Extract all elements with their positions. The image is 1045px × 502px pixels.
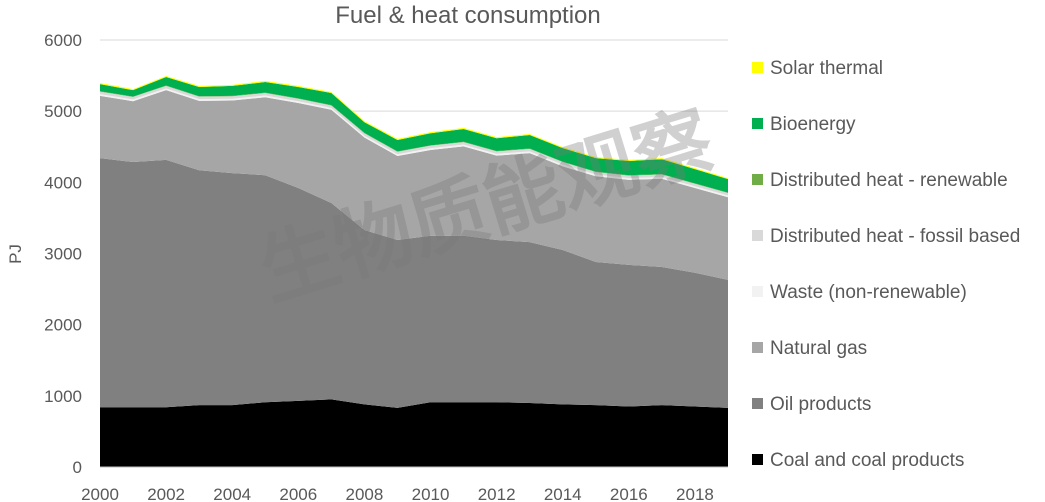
y-tick-label: 3000: [44, 245, 82, 264]
legend-label: Distributed heat - renewable: [770, 170, 1008, 191]
y-tick-label: 4000: [44, 173, 82, 192]
legend-label: Oil products: [770, 394, 871, 415]
legend-swatch: [752, 230, 763, 241]
y-axis-label: PJ: [6, 244, 25, 264]
legend-label: Bioenergy: [770, 114, 856, 135]
area-bioenergy: [100, 77, 728, 193]
y-tick-label: 6000: [44, 31, 82, 50]
y-tick-label: 0: [73, 458, 82, 477]
legend-item: Oil products: [752, 394, 871, 415]
x-tick-label: 2002: [147, 485, 185, 502]
x-tick-label: 2014: [544, 485, 582, 502]
legend-swatch: [752, 62, 763, 73]
legend-label: Distributed heat - fossil based: [770, 226, 1020, 247]
legend-label: Coal and coal products: [770, 450, 964, 471]
legend-item: Coal and coal products: [752, 450, 964, 471]
area-natural-gas: [100, 90, 728, 280]
legend-item: Natural gas: [752, 338, 867, 359]
legend-item: Distributed heat - renewable: [752, 170, 1008, 191]
x-tick-label: 2016: [610, 485, 648, 502]
x-tick-label: 2004: [213, 485, 251, 502]
area-coal-and-coal-products: [100, 399, 728, 467]
legend-item: Distributed heat - fossil based: [752, 226, 1020, 247]
legend-label: Solar thermal: [770, 58, 883, 79]
y-tick-label: 1000: [44, 387, 82, 406]
legend-swatch: [752, 286, 763, 297]
legend-item: Waste (non-renewable): [752, 282, 967, 303]
x-tick-label: 2006: [279, 485, 317, 502]
area-oil-products: [100, 158, 728, 408]
legend-swatch: [752, 342, 763, 353]
legend-label: Waste (non-renewable): [770, 282, 967, 303]
y-tick-label: 5000: [44, 102, 82, 121]
legend-item: Solar thermal: [752, 58, 883, 79]
legend-swatch: [752, 398, 763, 409]
x-tick-label: 2000: [81, 485, 119, 502]
x-tick-label: 2008: [346, 485, 384, 502]
chart-title: Fuel & heat consumption: [335, 2, 601, 29]
y-tick-label: 2000: [44, 316, 82, 335]
legend-swatch: [752, 454, 763, 465]
legend-item: Bioenergy: [752, 114, 856, 135]
x-tick-label: 2018: [676, 485, 714, 502]
x-tick-label: 2012: [478, 485, 516, 502]
legend-swatch: [752, 174, 763, 185]
legend-label: Natural gas: [770, 338, 867, 359]
x-tick-label: 2010: [412, 485, 450, 502]
legend-swatch: [752, 118, 763, 129]
